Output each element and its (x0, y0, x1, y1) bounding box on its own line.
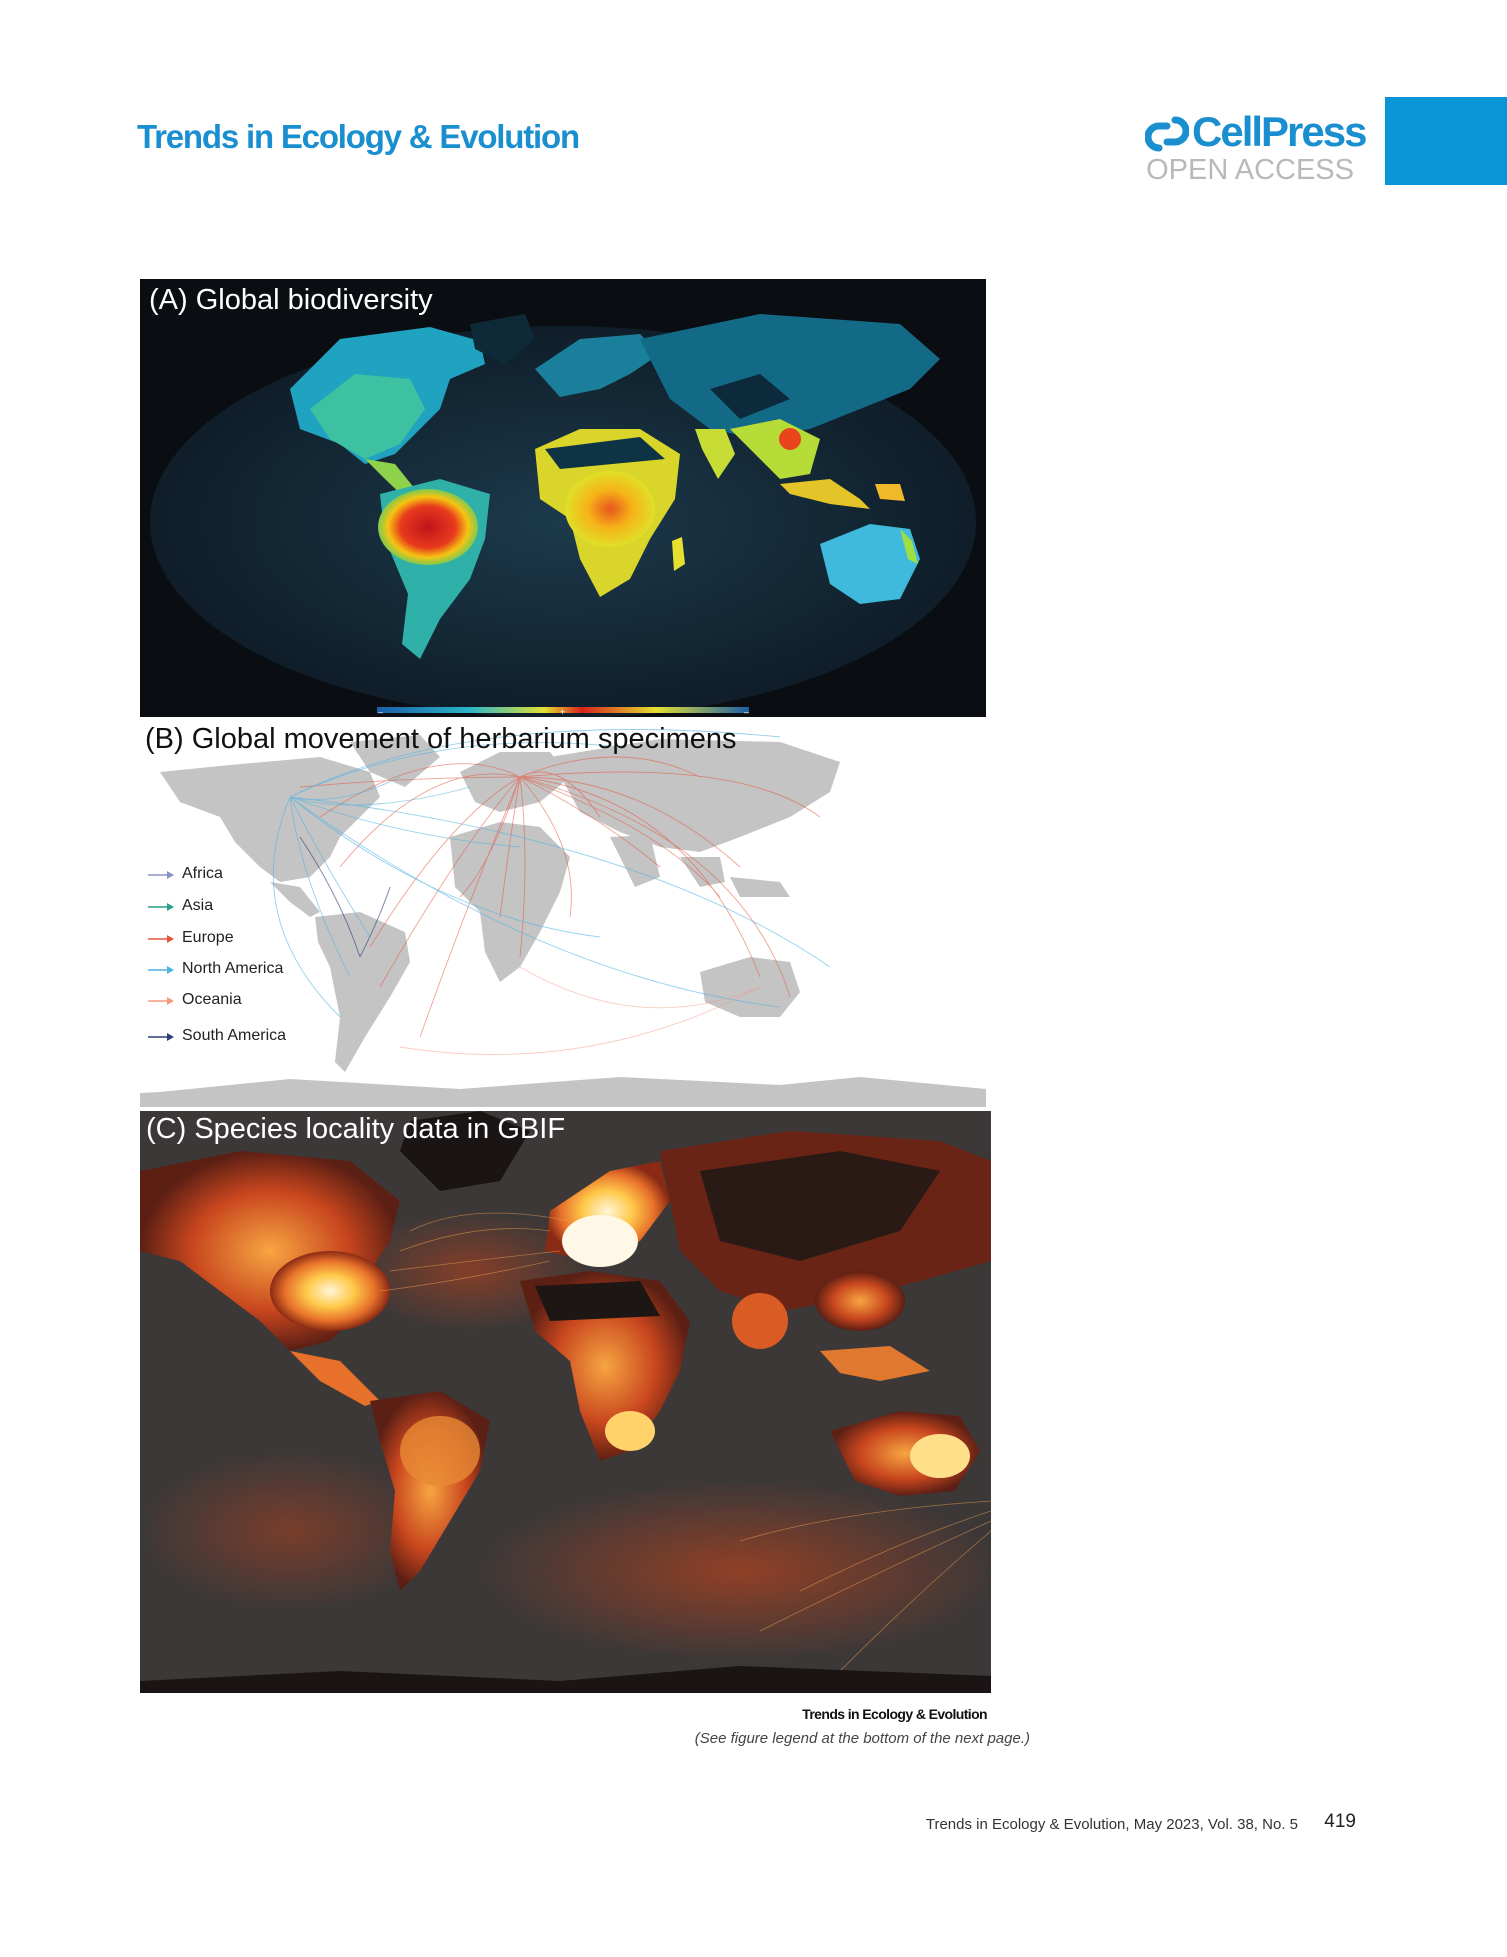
colorbar (377, 707, 749, 713)
legend-arrow-icon (148, 935, 174, 943)
section-tab (1385, 97, 1507, 185)
legend-arrow-icon (148, 871, 174, 879)
figure-legend-note: (See figure legend at the bottom of the … (694, 1730, 1030, 1747)
journal-title: Trends in Ecology & Evolution (137, 118, 580, 155)
page-number: 419 (1324, 1811, 1356, 1832)
cellpress-logo: CellPress OPEN ACCESS (1145, 108, 1367, 188)
herbarium-flow-map-image (140, 729, 986, 1107)
legend-label: Asia (182, 897, 214, 914)
legend-label: Oceania (182, 991, 242, 1008)
publisher-tagline: OPEN ACCESS (1146, 154, 1354, 186)
colorbar-max-label: – (744, 707, 749, 717)
legend-label: Europe (182, 929, 234, 946)
panel-a-label: (A) Global biodiversity (149, 284, 433, 316)
legend-label: Africa (182, 865, 223, 882)
legend-label: North America (182, 960, 284, 977)
figure-credit: Trends in Ecology & Evolution (802, 1706, 987, 1722)
legend-label: South America (182, 1027, 287, 1044)
colorbar-center-label: + (560, 707, 565, 717)
panel-a-biodiversity-map: – + – (A) Global biodiversity (140, 279, 986, 717)
legend-arrow-icon (148, 997, 174, 1005)
legend-arrow-icon (148, 1033, 174, 1041)
gbif-density-map-image (140, 1111, 991, 1693)
panel-b-herbarium-map: Africa Asia Europe North America Oceania Sout… (140, 717, 986, 1107)
biodiversity-map-image: – + – (150, 314, 976, 717)
legend-arrow-icon (148, 903, 174, 911)
legend-arrow-icon (148, 966, 174, 974)
cellpress-mark-icon (1145, 116, 1189, 152)
footer-citation: Trends in Ecology & Evolution, May 2023,… (925, 1816, 1298, 1833)
panel-c-label: (C) Species locality data in GBIF (146, 1113, 566, 1145)
panel-b-label: (B) Global movement of herbarium specime… (145, 723, 737, 755)
panel-c-gbif-map: (C) Species locality data in GBIF (140, 1111, 991, 1693)
colorbar-min-label: – (378, 707, 383, 717)
publisher-name: CellPress (1192, 108, 1367, 155)
